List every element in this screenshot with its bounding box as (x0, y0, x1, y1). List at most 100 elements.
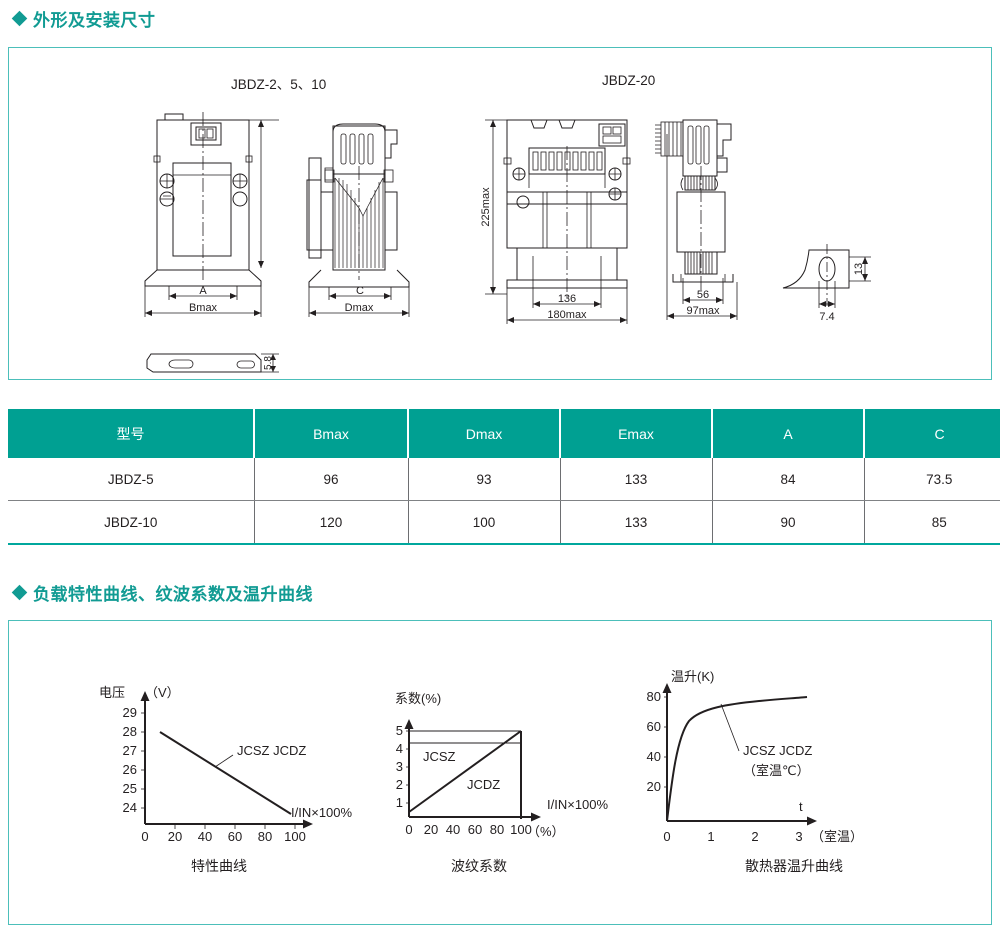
cell-c: 73.5 (864, 458, 1000, 501)
drawing-group-title-1: JBDZ-2、5、10 (231, 77, 327, 92)
chart-ripple-factor: 系数(%) 5 4 3 2 1 (381, 669, 641, 839)
chart1-xtick-100: 100 (284, 829, 306, 844)
chart3-ytick-40: 40 (647, 749, 661, 764)
cell-a: 84 (712, 458, 865, 501)
table-header-dmax: Dmax (407, 409, 561, 458)
section-heading-dimensions: 外形及安装尺寸 (11, 6, 156, 31)
chart3-x-label: t (799, 799, 803, 814)
section-title-text: 外形及安装尺寸 (33, 11, 156, 30)
chart2-xtick-40: 40 (446, 822, 460, 837)
chart2-ytick-5: 5 (396, 723, 403, 738)
dim-label-225max: 225max (480, 187, 492, 227)
chart3-xtick-2: 2 (751, 829, 758, 844)
drawing-jbdz20-front-view: 225max (471, 106, 651, 338)
chart2-series-label-jcdz: JCDZ (467, 777, 500, 792)
chart2-ytick-2: 2 (396, 777, 403, 792)
dim-label-c: C (356, 285, 364, 297)
section-heading-curves: 负载特性曲线、纹波系数及温升曲线 (11, 580, 313, 605)
chart1-ytick-27: 27 (123, 743, 137, 758)
chart2-xtick-0: 0 (405, 822, 412, 837)
chart1-y-unit: （V） (145, 685, 180, 700)
chart1-ytick-28: 28 (123, 724, 137, 739)
chart2-xtick-60: 60 (468, 822, 482, 837)
chart3-y-label: 温升(K) (671, 669, 714, 684)
cell-model: JBDZ-10 (8, 500, 255, 545)
curves-panel: 电压 （V） 29 28 27 26 25 24 (8, 620, 992, 925)
chart3-ytick-80: 80 (647, 689, 661, 704)
table-header-c: C (863, 409, 1000, 458)
chart3-x-unit: （室温） (811, 829, 863, 844)
chart1-series-label: JCSZ JCDZ (237, 743, 306, 758)
chart3-caption: 散热器温升曲线 (745, 858, 843, 874)
table-row: JBDZ-10 120 100 133 90 85 (8, 500, 1000, 545)
dim-label-bmax: Bmax (189, 302, 218, 314)
dim-label-74: 7.4 (819, 311, 834, 323)
dim-label-136: 136 (558, 293, 576, 305)
chart1-xtick-0: 0 (141, 829, 148, 844)
cell-bmax: 96 (254, 458, 409, 501)
chart2-xtick-100: 100 (510, 822, 532, 837)
chart1-x-label: I/IN×100% (291, 805, 353, 820)
chart1-y-label: 电压 (99, 685, 125, 700)
cell-model: JBDZ-5 (8, 458, 255, 501)
chart-heatsink-temp-rise: 温升(K) 80 60 40 20 (639, 659, 929, 844)
chart3-ytick-60: 60 (647, 719, 661, 734)
chart2-caption: 波纹系数 (451, 858, 507, 874)
chart1-xtick-40: 40 (198, 829, 212, 844)
chart1-ytick-25: 25 (123, 781, 137, 796)
dim-label-58: 5.8 (263, 356, 274, 370)
cell-dmax: 100 (408, 500, 561, 545)
chart-characteristic-curve: 电压 （V） 29 28 27 26 25 24 (95, 669, 365, 844)
dim-label-dmax: Dmax (345, 302, 374, 314)
chart2-series-label-jcsz: JCSZ (423, 749, 456, 764)
dimension-spec-table: 型号 Bmax Dmax Emax A C JBDZ-5 96 93 133 8… (8, 409, 1000, 545)
chart3-ytick-20: 20 (647, 779, 661, 794)
drawing-jbdz-front-view: A Bmax (139, 108, 299, 338)
chart2-y-label: 系数(%) (395, 691, 441, 706)
dim-label-97max: 97max (686, 305, 720, 317)
drawing-jbdz20-side-view: 56 97max (653, 106, 763, 338)
table-row: JBDZ-5 96 93 133 84 73.5 (8, 458, 1000, 501)
dim-label-13: 13 (853, 263, 865, 275)
table-header-emax: Emax (559, 409, 713, 458)
cell-c: 85 (864, 500, 1000, 545)
drawings-panel: JBDZ-2、5、10 JBDZ-20 (8, 47, 992, 380)
chart2-ytick-1: 1 (396, 795, 403, 810)
dim-label-180max: 180max (547, 309, 587, 321)
cell-a: 90 (712, 500, 865, 545)
chart1-caption: 特性曲线 (191, 858, 247, 874)
cell-dmax: 93 (408, 458, 561, 501)
drawing-jbdz-side-view: C Dmax (299, 108, 424, 338)
cell-bmax: 120 (254, 500, 409, 545)
table-header-a: A (711, 409, 865, 458)
chart2-xtick-20: 20 (424, 822, 438, 837)
cell-emax: 133 (560, 458, 713, 501)
drawing-slot-detail: 13 7.4 (779, 236, 889, 331)
chart1-xtick-60: 60 (228, 829, 242, 844)
chart3-series-label: JCSZ JCDZ (743, 743, 812, 758)
chart3-xtick-1: 1 (707, 829, 714, 844)
chart1-ytick-26: 26 (123, 762, 137, 777)
chart1-ytick-24: 24 (123, 800, 137, 815)
chart3-xtick-3: 3 (795, 829, 802, 844)
chart2-xtick-80: 80 (490, 822, 504, 837)
cell-emax: 133 (560, 500, 713, 545)
table-header-row: 型号 Bmax Dmax Emax A C (8, 409, 1000, 458)
chart1-ytick-29: 29 (123, 705, 137, 720)
chart1-xtick-20: 20 (168, 829, 182, 844)
chart2-x-label: I/IN×100% (547, 797, 609, 812)
chart3-series-note: （室温℃） (743, 763, 810, 778)
chart3-xtick-0: 0 (663, 829, 670, 844)
table-header-bmax: Bmax (253, 409, 409, 458)
diamond-bullet-icon (11, 10, 28, 27)
chart2-ytick-4: 4 (396, 741, 403, 756)
chart2-x-unit: （%） (527, 824, 565, 839)
diamond-bullet-icon (11, 584, 28, 601)
chart1-xtick-80: 80 (258, 829, 272, 844)
dim-label-56: 56 (697, 289, 709, 301)
chart2-ytick-3: 3 (396, 759, 403, 774)
drawing-group-title-2: JBDZ-20 (602, 73, 656, 88)
dim-label-a: A (199, 285, 207, 297)
table-header-model: 型号 (8, 409, 255, 458)
